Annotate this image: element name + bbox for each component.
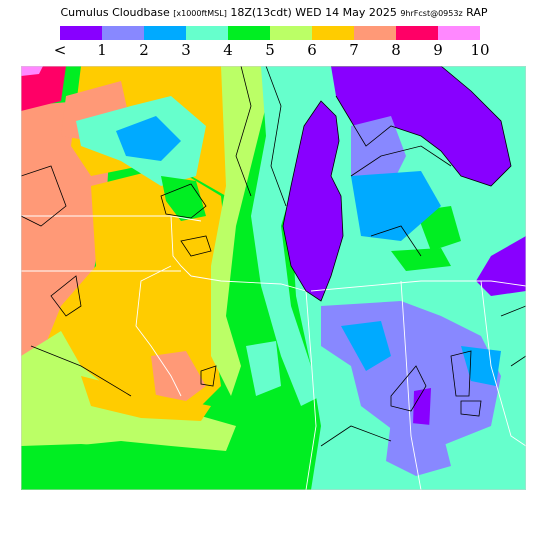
legend-label-0: < xyxy=(53,41,67,59)
legend-swatch-9 xyxy=(438,26,480,40)
legend-swatch-1 xyxy=(102,26,144,40)
region-green-south xyxy=(21,444,291,490)
legend-swatch-3 xyxy=(186,26,228,40)
legend-label-10: 10 xyxy=(470,41,490,59)
region-blue-michigan xyxy=(351,171,441,241)
region-salmon-central xyxy=(151,351,206,401)
legend-label-6: 6 xyxy=(307,41,317,59)
region-green-north xyxy=(161,176,206,221)
legend-label-5: 5 xyxy=(265,41,275,59)
region-green-ohio xyxy=(391,248,451,271)
region-yellow-west xyxy=(41,166,226,411)
lake-michigan xyxy=(283,101,343,301)
legend-label-7: 7 xyxy=(349,41,359,59)
legend-label-2: 2 xyxy=(139,41,149,59)
forecast-label: 9hrFcst@0953z xyxy=(400,9,463,18)
region-lavender-south xyxy=(386,421,451,476)
contour-lines xyxy=(21,66,526,447)
region-blue-north xyxy=(116,116,181,161)
legend-label-3: 3 xyxy=(181,41,191,59)
model-name: RAP xyxy=(466,6,488,19)
region-purple-south xyxy=(413,388,431,431)
units-label: [x1000ftMSL] xyxy=(173,9,227,18)
region-yellow-south xyxy=(81,376,211,421)
legend-swatch-0 xyxy=(60,26,102,40)
region-blue-east xyxy=(341,321,391,371)
region-pink-nw xyxy=(21,66,66,111)
legend-swatch-8 xyxy=(396,26,438,40)
legend-swatch-4 xyxy=(228,26,270,40)
legend-label-1: 1 xyxy=(97,41,107,59)
region-teal-patch xyxy=(246,341,281,396)
legend-label-8: 8 xyxy=(391,41,401,59)
legend-swatch-2 xyxy=(144,26,186,40)
state-borders xyxy=(21,215,526,490)
lake-huron xyxy=(331,66,511,186)
product-name: Cumulus Cloudbase xyxy=(60,6,170,19)
region-lightgreen-sw xyxy=(21,331,236,451)
region-lightgreen-central xyxy=(211,66,276,396)
legend-label-4: 4 xyxy=(223,41,233,59)
legend-label-9: 9 xyxy=(433,41,443,59)
legend-swatch-5 xyxy=(270,26,312,40)
cloudbase-map xyxy=(21,66,526,490)
legend-swatch-6 xyxy=(312,26,354,40)
region-magenta-nw xyxy=(21,66,43,76)
valid-time: 18Z(13cdt) WED 14 May 2025 xyxy=(230,6,397,19)
color-scale-labels: <1 2 3 4 5 6 7 8 9 10 xyxy=(54,41,490,59)
legend-swatch-7 xyxy=(354,26,396,40)
color-scale-bar xyxy=(60,26,480,40)
map-title: Cumulus Cloudbase [x1000ftMSL] 18Z(13cdt… xyxy=(0,6,548,19)
